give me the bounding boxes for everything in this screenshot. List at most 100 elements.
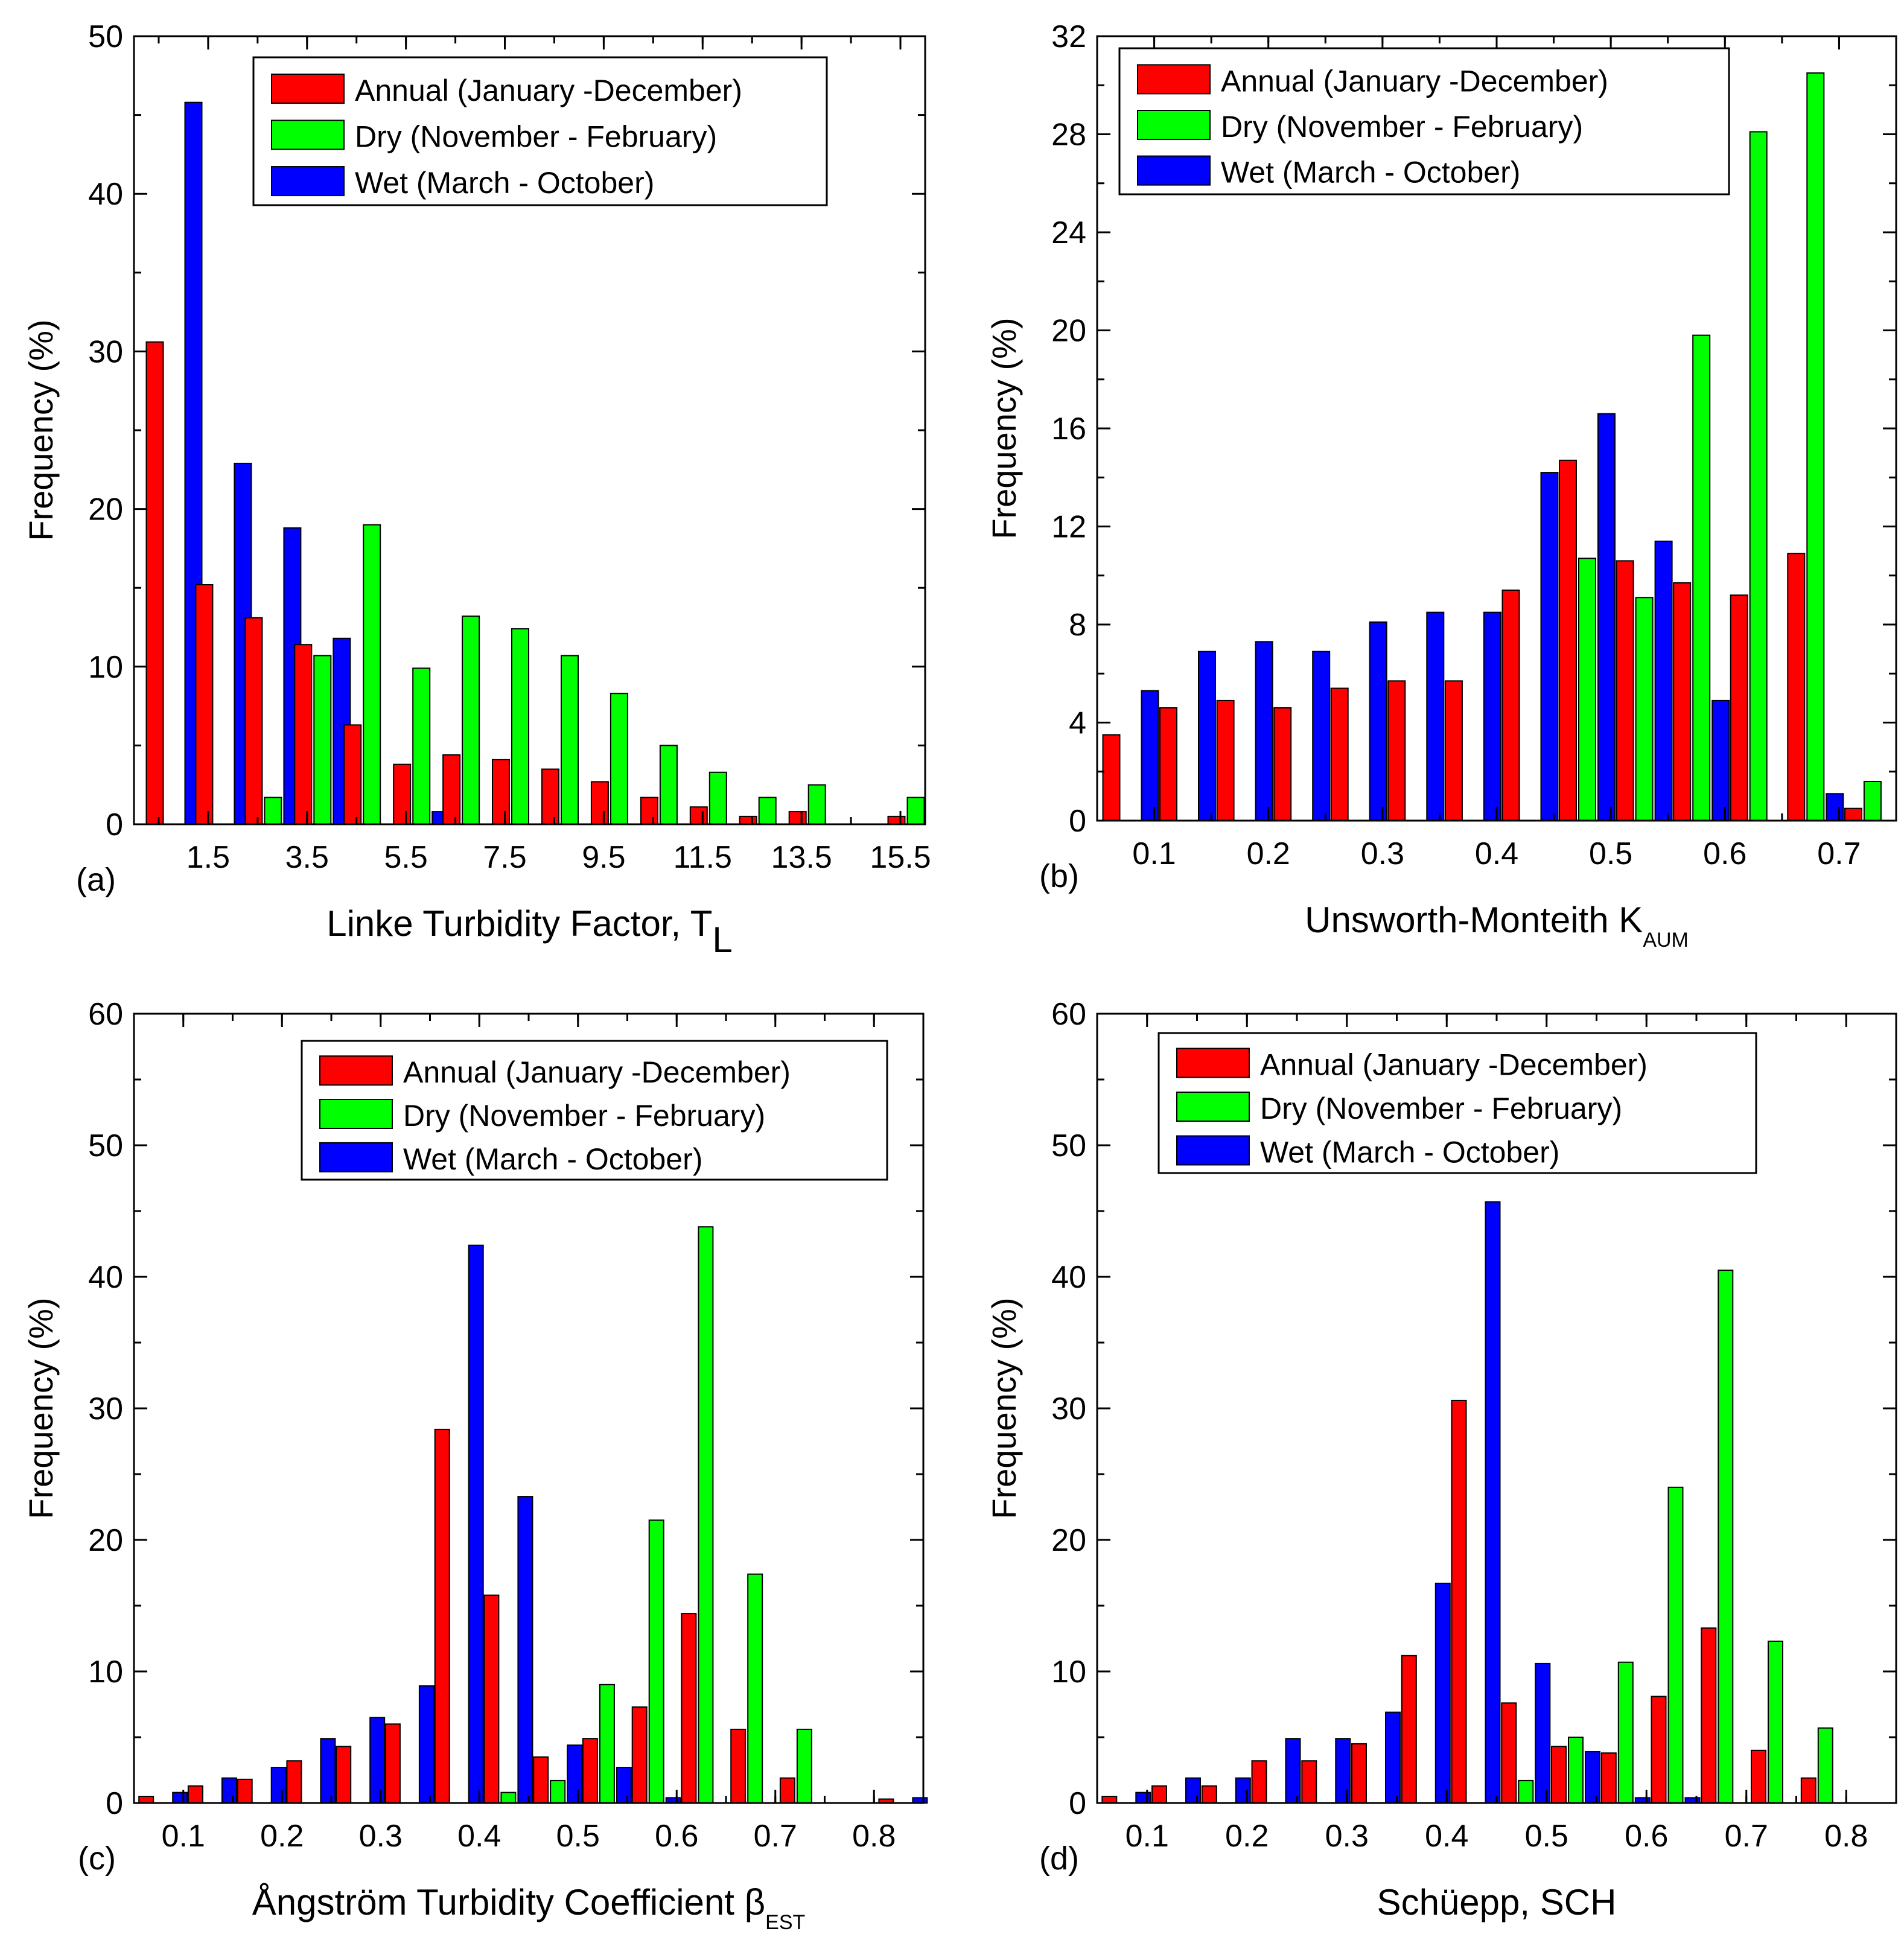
bar-dry-8 xyxy=(561,655,579,825)
x-tick-label: 0.6 xyxy=(1703,836,1746,871)
y-tick-label: 28 xyxy=(1051,118,1086,153)
x-axis-label-main: Unsworth-Monteith K xyxy=(1305,900,1643,940)
bar-annual-7 xyxy=(1451,1399,1467,1804)
bar-annual-15 xyxy=(887,815,906,825)
legend: Annual (January -December) Dry (November … xyxy=(301,1040,888,1181)
chart-panel-d: 0 10 20 30 40 50 60 0.1 0.2 0.3 0.4 0.5 0.6 0.7 0.8 (d)… xyxy=(985,997,1897,1922)
y-axis-label: Frequency (%) xyxy=(22,1297,60,1519)
bar-annual-0 xyxy=(138,1796,154,1804)
x-tick-label: 0.8 xyxy=(1824,1819,1868,1854)
bar-annual-11 xyxy=(681,1613,697,1804)
bar-annual-1 xyxy=(1159,707,1177,821)
bar-dry-7 xyxy=(500,1792,517,1804)
bar-wet-4 xyxy=(1335,1738,1351,1804)
x-tick-label: 7.5 xyxy=(483,840,526,875)
legend-label-annual: Annual (January -December) xyxy=(355,74,742,107)
bar-wet-6 xyxy=(1483,611,1501,821)
x-axis-label: Ångström Turbidity Coefficient βEST xyxy=(252,1882,806,1934)
bar-wet-3 xyxy=(1285,1738,1301,1804)
bar-annual-5 xyxy=(384,1723,401,1804)
bar-annual-0 xyxy=(1101,1796,1118,1804)
bar-wet-7 xyxy=(1485,1201,1501,1804)
y-tick-label: 24 xyxy=(1051,215,1086,250)
legend-swatch-wet xyxy=(1176,1135,1250,1166)
y-tick-label: 20 xyxy=(88,492,123,527)
bar-dry-12 xyxy=(1718,1270,1734,1804)
bar-dry-2 xyxy=(264,797,282,825)
bar-wet-5 xyxy=(1385,1711,1401,1804)
bar-annual-6 xyxy=(1444,680,1463,822)
y-tick-label: 10 xyxy=(88,650,123,685)
x-tick-label: 0.5 xyxy=(1525,1819,1568,1854)
chart-panel-c: 0 10 20 30 40 50 60 0.1 0.2 0.3 0.4 0.5 0.6 0.7 0.8 (c)… xyxy=(22,997,928,1934)
bar-annual-9 xyxy=(582,1738,598,1804)
y-tick-label: 20 xyxy=(1051,1523,1086,1558)
y-tick-label: 50 xyxy=(88,19,123,54)
bar-wet-0 xyxy=(184,101,203,825)
bar-dry-9 xyxy=(610,693,628,825)
x-axis-label-main: Ångström Turbidity Coefficient β xyxy=(252,1882,765,1922)
bar-dry-8 xyxy=(550,1779,566,1804)
bar-annual-4 xyxy=(343,724,362,825)
bar-annual-1 xyxy=(195,584,214,825)
bar-wet-8 xyxy=(1597,413,1616,821)
y-tick-label: 40 xyxy=(88,177,123,212)
bar-dry-9 xyxy=(599,1684,615,1804)
chart-panel-a: 0 10 20 30 40 50 1.5 3.5 5.5 7.5 9.5 11.5 13.5 15.5 (a… xyxy=(22,19,931,960)
y-tick-label: 0 xyxy=(106,807,123,842)
y-tick-label: 20 xyxy=(88,1523,123,1558)
bar-dry-10 xyxy=(648,1519,664,1804)
bar-annual-2 xyxy=(1201,1785,1217,1804)
legend-swatch-dry xyxy=(271,119,345,150)
x-axis-label-main: Schüepp, SCH xyxy=(1377,1882,1617,1922)
bar-dry-9 xyxy=(1635,597,1654,821)
y-tick-label: 30 xyxy=(1051,1391,1086,1426)
bar-dry-6 xyxy=(462,615,480,825)
bar-annual-12 xyxy=(1787,553,1806,821)
x-tick-label: 0.3 xyxy=(1361,836,1404,871)
bar-wet-9 xyxy=(1654,540,1673,822)
x-tick-label: 0.2 xyxy=(1247,836,1290,871)
bar-wet-10 xyxy=(1711,699,1730,822)
x-axis-label-subscript: EST xyxy=(765,1911,805,1934)
x-tick-label: 13.5 xyxy=(771,840,832,875)
legend-label-wet: Wet (March - October) xyxy=(403,1142,702,1176)
bar-dry-14 xyxy=(1817,1727,1833,1804)
bar-wet-12 xyxy=(1826,793,1844,822)
legend-label-annual: Annual (January -December) xyxy=(403,1055,791,1089)
y-tick-label: 40 xyxy=(88,1260,123,1295)
x-axis-label: Schüepp, SCH xyxy=(1377,1882,1617,1922)
legend-swatch-annual xyxy=(319,1055,393,1086)
bar-annual-13 xyxy=(788,811,807,825)
legend-swatch-dry xyxy=(319,1099,393,1129)
x-axis-label-subscript: AUM xyxy=(1643,929,1689,952)
bar-annual-13 xyxy=(779,1777,795,1804)
bar-dry-11 xyxy=(708,771,727,825)
bar-annual-2 xyxy=(244,617,263,825)
bar-wet-1 xyxy=(221,1777,237,1804)
bar-dry-10 xyxy=(1617,1661,1634,1804)
y-tick-label: 0 xyxy=(106,1786,123,1821)
bar-wet-0 xyxy=(172,1792,188,1804)
bar-wet-7 xyxy=(517,1496,533,1804)
y-tick-label: 30 xyxy=(88,1391,123,1426)
bar-annual-9 xyxy=(1551,1746,1567,1804)
legend-swatch-wet xyxy=(1137,155,1211,186)
bar-annual-0 xyxy=(145,341,164,825)
bar-wet-9 xyxy=(616,1767,632,1804)
legend-swatch-wet xyxy=(319,1142,393,1172)
x-tick-label: 0.6 xyxy=(1625,1819,1668,1854)
bar-annual-11 xyxy=(1651,1696,1667,1804)
bar-annual-10 xyxy=(1600,1752,1617,1804)
bar-dry-12 xyxy=(1806,72,1825,821)
legend-box xyxy=(252,56,828,206)
legend-swatch-dry xyxy=(1176,1092,1250,1122)
legend-box xyxy=(1157,1032,1757,1174)
bar-annual-5 xyxy=(1351,1743,1367,1804)
x-tick-label: 11.5 xyxy=(673,840,732,875)
x-tick-label: 0.3 xyxy=(359,1819,403,1854)
legend-label-wet: Wet (March - October) xyxy=(1260,1136,1559,1169)
legend-label-dry: Dry (November - February) xyxy=(355,120,717,154)
legend-box xyxy=(301,1040,888,1181)
x-tick-label: 0.4 xyxy=(457,1819,501,1854)
